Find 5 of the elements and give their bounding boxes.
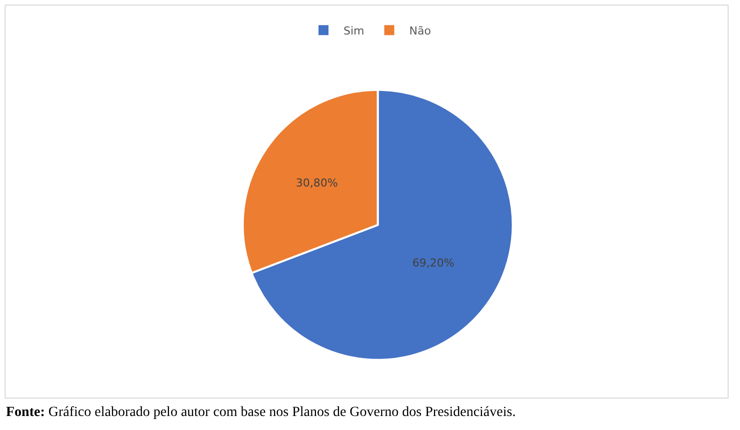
legend-label: Não (409, 24, 432, 38)
source-note: Fonte: Gráfico elaborado pelo autor com base nos Planos de Governo dos Presidenciáveis. (6, 405, 516, 420)
legend-label: Sim (344, 24, 364, 38)
data-label: 30,80% (296, 176, 338, 190)
data-label: 69,20% (412, 256, 454, 270)
